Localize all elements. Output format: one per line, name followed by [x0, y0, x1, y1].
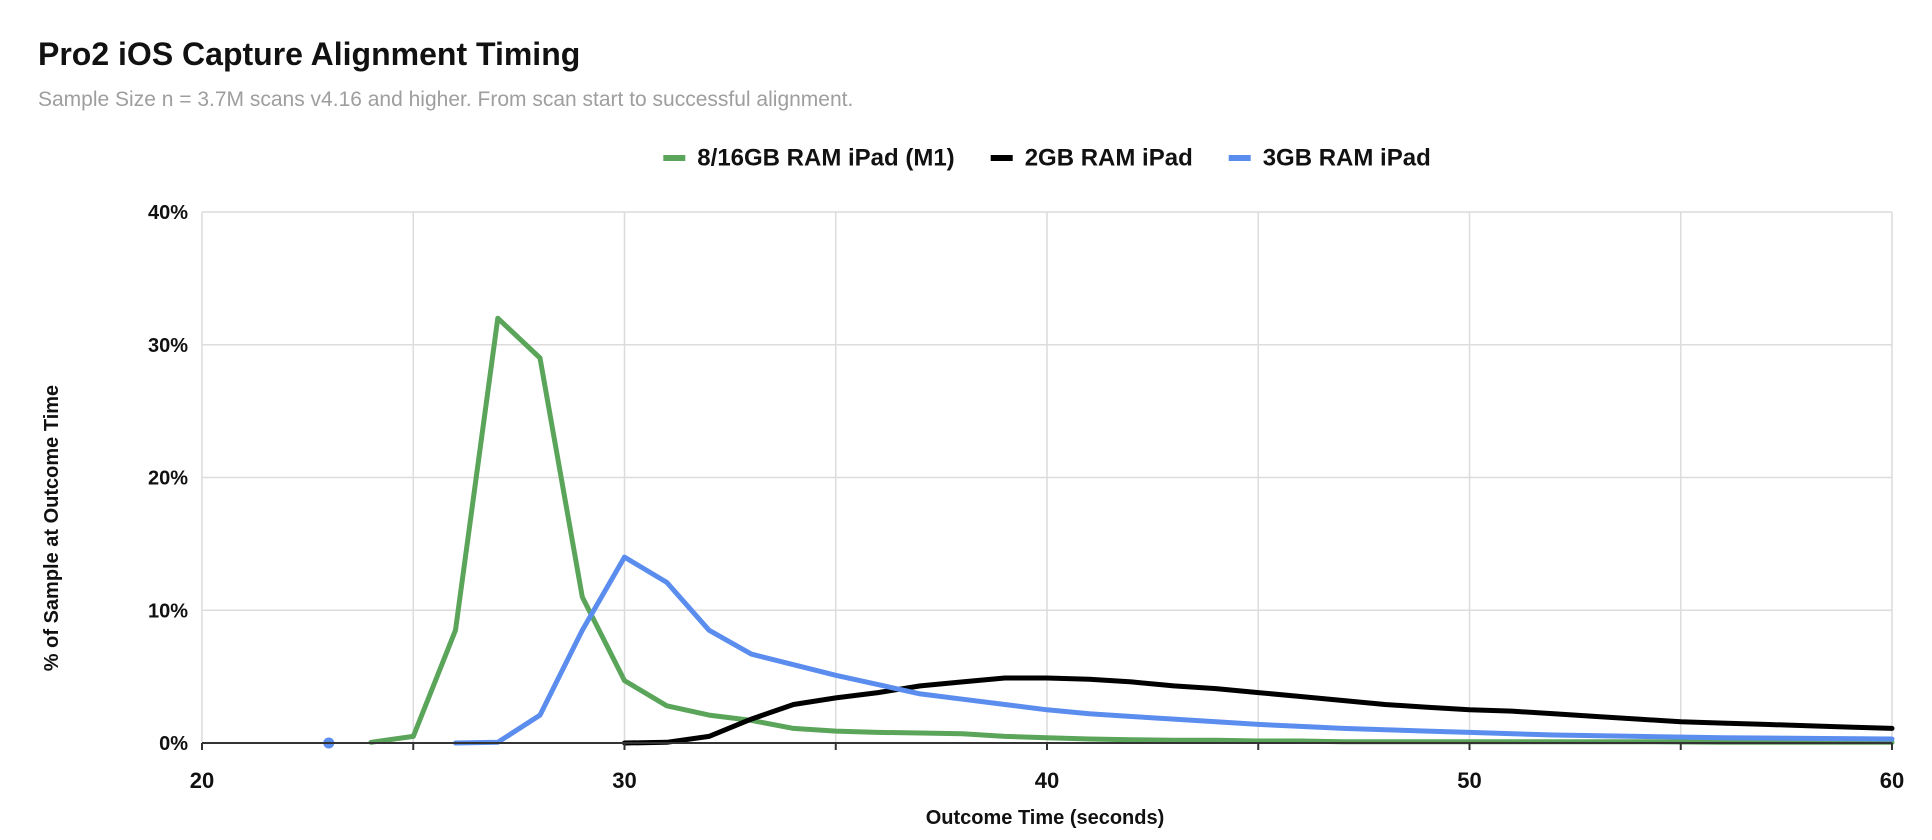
series-lines: [323, 315, 1895, 749]
series-line-0: [368, 315, 1895, 745]
legend-label: 3GB RAM iPad: [1263, 145, 1431, 172]
y-tick-label: 0%: [159, 733, 188, 755]
legend: 8/16GB RAM iPad (M1) 2GB RAM iPad 3GB RAM …: [663, 145, 1431, 172]
legend-label: 8/16GB RAM iPad (M1): [697, 145, 954, 172]
x-axis-title: Outcome Time (seconds): [926, 807, 1165, 829]
axes: 0% 10% 20% 30% 40% 20 30 40 50 60: [148, 202, 1904, 793]
series-line-1: [622, 675, 1895, 746]
series-line-2: [453, 554, 1895, 746]
y-tick-label: 20%: [148, 468, 188, 490]
y-axis-title: % of Sample at Outcome Time: [41, 385, 63, 671]
legend-label: 2GB RAM iPad: [1025, 145, 1193, 172]
x-tick-label: 40: [1035, 768, 1059, 793]
x-tick-label: 50: [1457, 768, 1481, 793]
x-tick-label: 20: [190, 768, 214, 793]
chart-subtitle: Sample Size n = 3.7M scans v4.16 and hig…: [38, 88, 854, 111]
legend-item: 3GB RAM iPad: [1228, 145, 1431, 172]
y-tick-label: 10%: [148, 600, 188, 622]
y-tick-label: 30%: [148, 335, 188, 357]
legend-item: 8/16GB RAM iPad (M1): [663, 145, 955, 172]
x-tick-label: 30: [612, 768, 636, 793]
legend-item: 2GB RAM iPad: [990, 145, 1193, 172]
x-tick-label: 60: [1880, 768, 1904, 793]
y-tick-label: 40%: [148, 202, 188, 224]
chart-title: Pro2 iOS Capture Alignment Timing: [38, 36, 581, 72]
gridlines: [201, 211, 1893, 743]
